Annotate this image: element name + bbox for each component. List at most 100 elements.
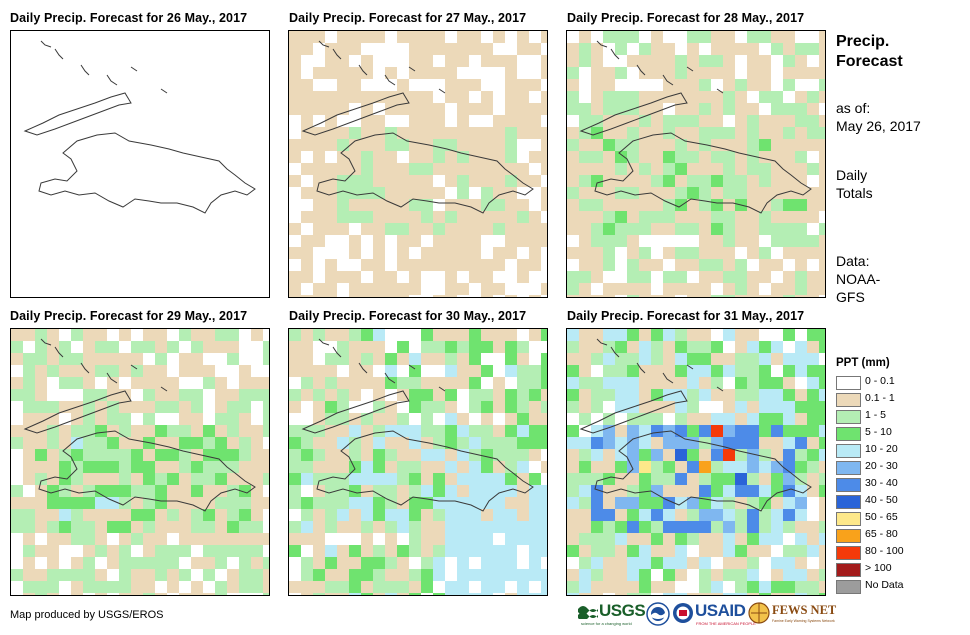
precip-cell: [143, 449, 155, 461]
precip-cell: [95, 509, 107, 521]
island-coastline: [40, 40, 52, 48]
precip-cell: [493, 151, 505, 163]
precip-cell: [35, 353, 47, 365]
precip-cell: [759, 377, 771, 389]
precip-cell: [579, 353, 591, 365]
precip-cell: [11, 425, 23, 437]
precip-cell: [723, 437, 735, 449]
precip-cell: [807, 163, 819, 175]
precip-cell: [481, 425, 493, 437]
precip-cell: [505, 389, 517, 401]
precip-cell: [723, 151, 735, 163]
precip-cell: [227, 521, 239, 533]
precip-cell: [421, 569, 433, 581]
precip-cell: [747, 485, 759, 497]
precip-cell: [675, 283, 687, 295]
precip-cell: [735, 79, 747, 91]
precip-cell: [783, 437, 795, 449]
precip-cell: [325, 521, 337, 533]
island-coastline: [662, 372, 674, 384]
precip-cell: [795, 235, 807, 247]
precip-cell: [687, 353, 699, 365]
precip-cell: [711, 425, 723, 437]
precip-cell: [735, 283, 747, 295]
precip-cell: [639, 163, 651, 175]
sidebar-totals-line2: Totals: [836, 185, 873, 201]
precip-cell: [723, 461, 735, 473]
precip-cell: [361, 115, 373, 127]
precip-cell: [615, 545, 627, 557]
precip-cell: [457, 461, 469, 473]
precip-cell: [771, 163, 783, 175]
precip-cell: [167, 377, 179, 389]
precip-cell: [687, 497, 699, 509]
precip-cell: [421, 401, 433, 413]
precip-cell: [783, 425, 795, 437]
precip-cell: [747, 341, 759, 353]
precip-cell: [807, 115, 819, 127]
precip-cell: [481, 223, 493, 235]
precip-cell: [651, 175, 663, 187]
precip-cell: [313, 449, 325, 461]
precip-cell: [529, 497, 541, 509]
precip-cell: [361, 341, 373, 353]
precip-cell: [301, 211, 313, 223]
precip-cell: [385, 437, 397, 449]
precip-cell: [663, 91, 675, 103]
precip-cell: [735, 353, 747, 365]
precip-cell: [457, 235, 469, 247]
precip-cell: [663, 283, 675, 295]
precip-cell: [167, 341, 179, 353]
precip-cell: [469, 401, 481, 413]
precip-cell: [35, 485, 47, 497]
precip-cell: [47, 521, 59, 533]
precip-cell: [35, 341, 47, 353]
precip-cell: [301, 79, 313, 91]
precip-cell: [227, 485, 239, 497]
precip-cell: [663, 223, 675, 235]
precip-cell: [361, 187, 373, 199]
precip-cell: [541, 103, 547, 115]
precip-cell: [771, 389, 783, 401]
precip-cell: [59, 365, 71, 377]
precip-cell: [457, 223, 469, 235]
precip-cell: [239, 557, 251, 569]
precip-cell: [529, 413, 541, 425]
precip-cell: [457, 521, 469, 533]
usgs-tagline: science for a changing world: [581, 621, 632, 626]
precip-cell: [735, 365, 747, 377]
precip-cell: [747, 521, 759, 533]
precip-cell: [325, 557, 337, 569]
precip-cell: [529, 533, 541, 545]
precip-cell: [289, 389, 301, 401]
precip-cell: [663, 139, 675, 151]
precip-cell: [373, 593, 385, 595]
precip-cell: [699, 163, 711, 175]
precip-cell: [795, 569, 807, 581]
precip-cell: [591, 103, 603, 115]
legend-swatch: [836, 512, 861, 526]
map-panel-4: [10, 328, 270, 596]
precip-cell: [251, 437, 263, 449]
precip-cell: [155, 425, 167, 437]
precip-cell: [819, 497, 825, 509]
precip-cell: [337, 545, 349, 557]
precip-cell: [735, 329, 747, 341]
precip-cell: [711, 139, 723, 151]
precip-cell: [795, 533, 807, 545]
precip-cell: [517, 425, 529, 437]
precip-cell: [155, 569, 167, 581]
precip-cell: [71, 329, 83, 341]
precip-cell: [119, 509, 131, 521]
precip-cell: [119, 545, 131, 557]
panel-title-2: Daily Precip. Forecast for 27 May., 2017: [289, 11, 527, 25]
precip-cell: [349, 163, 361, 175]
island-coastline: [332, 346, 342, 358]
precip-cell: [289, 497, 301, 509]
precip-cell: [59, 437, 71, 449]
island-coastline: [438, 88, 446, 94]
precip-cell: [603, 581, 615, 593]
precip-cell: [83, 377, 95, 389]
precip-cell: [627, 509, 639, 521]
legend-swatch: [836, 529, 861, 543]
